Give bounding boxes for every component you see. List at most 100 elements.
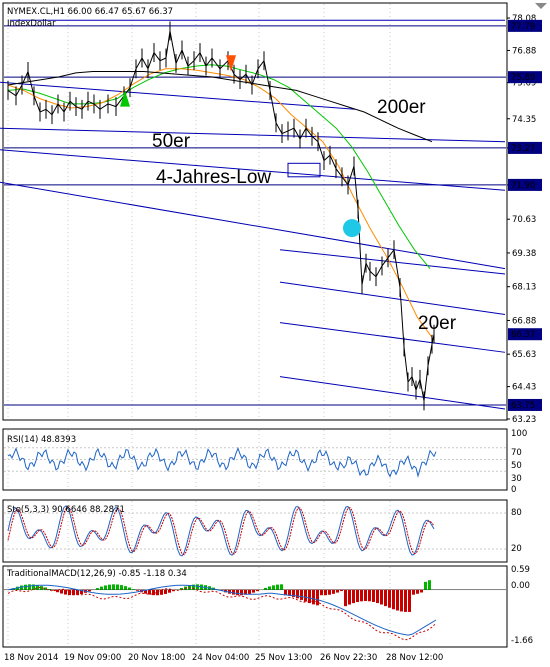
x-tick-label: 19 Nov 09:00 [64,653,121,663]
macd-histogram-bar [324,589,327,596]
macd-histogram-bar [384,589,387,607]
macd-histogram-bar [304,589,307,602]
y-tick-label: 69.38 [512,249,536,259]
macd-histogram-bar [152,589,155,596]
y-tick-label: 68.13 [512,283,536,293]
macd-histogram-bar [156,589,159,596]
macd-histogram-bar [364,589,367,602]
macd-histogram-bar [348,589,351,605]
y-tick-label: 63.23 [512,415,536,425]
price-tag-label: 66.37 [511,330,535,340]
macd-axis-zero: 0.00 [511,581,530,591]
macd-histogram-bar [396,589,399,611]
cross-marker-dot [343,219,361,238]
macd-histogram-bar [128,587,131,590]
macd-histogram-bar [132,589,135,590]
chart-menu-chevron-icon[interactable] [535,3,547,9]
price-line [7,30,435,401]
price-axis: 78.08 76.88 75.69 74.35 73.27 71.90 70.63 69.38… [507,14,542,425]
macd-histogram-bar [108,584,111,590]
macd-histogram-bar [104,585,107,590]
macd-histogram-bar [300,589,303,600]
macd-histogram-bar [252,589,255,593]
macd-histogram-bar [64,589,67,595]
price-tag-box [508,71,542,84]
annotation-200er: 200er [377,97,426,118]
x-tick-label: 24 Nov 04:00 [192,653,249,663]
price-plot [0,19,506,411]
macd-histogram-bar [392,589,395,610]
macd-histogram-bar [168,589,171,593]
stoch-d-line [7,506,435,556]
annotation-4-jahres-low: 4-Jahres-Low [156,167,271,188]
macd-histogram-bar [268,586,271,590]
rsi-label: RSI(14) 48.8393 [7,435,76,445]
buy-arrow-icon [120,90,130,107]
rsi-axis-70: 70 [511,448,522,458]
price-tag-box [508,328,542,341]
macd-histogram-bar [420,589,423,593]
price-tag-label: 71.90 [511,181,535,191]
x-tick-label: 25 Nov 13:00 [255,653,312,663]
price-tag-box [508,141,542,154]
macd-histogram-bar [328,589,331,595]
macd-axis-bottom: -1.66 [511,636,533,646]
macd-histogram-bar [28,584,31,590]
macd-histogram-bar [164,589,167,594]
rsi-panel-frame [2,428,508,491]
macd-histogram-bar [264,587,267,590]
macd-histogram-bar [404,589,407,612]
stoch-axis-80: 80 [511,508,522,518]
macd-histogram-bar [136,589,139,591]
macd-histogram-bar [240,589,243,596]
macd-label: TraditionalMACD(12,26,9) -0.85 -1.18 0.3… [6,569,187,579]
rsi-axis-0: 0 [511,485,516,495]
macd-histogram-bar [196,584,199,590]
price-tag-label: 63.75 [511,401,535,411]
macd-histogram-bar [180,587,183,590]
annotation-50er: 50er [152,131,191,152]
channel-line [279,249,506,275]
price-tag-label: 73.27 [511,144,535,154]
macd-histogram-bar [144,589,147,594]
macd-histogram-bar [388,589,391,608]
macd-histogram-bar [376,589,379,604]
y-tick-label: 75.69 [512,79,536,89]
chart-header: NYMEX.CL,H1 66.00 66.47 65.67 66.37 [7,7,173,17]
macd-histogram-bar [372,589,375,602]
price-tag-box [508,19,542,32]
y-tick-label: 76.88 [512,46,536,56]
macd-histogram-bar [292,589,295,597]
macd-histogram-bar [320,589,323,596]
channel-line [0,127,506,143]
rsi-axis-100: 100 [511,429,527,439]
channel-line [0,149,506,191]
ma-line-20er [7,64,431,269]
macd-histogram-bar [360,589,363,602]
macd-histogram-bar [232,589,235,595]
channel-line [0,181,506,270]
y-tick-label: 66.88 [512,316,536,326]
stoch-label: Sto(5,3,3) 90.6646 88.2871 [7,505,125,515]
macd-histogram-bar [316,589,319,606]
channel-line [279,322,506,353]
y-tick-label: 70.63 [512,215,536,225]
macd-histogram-bar [312,589,315,605]
price-tag-label: 77.79 [511,22,535,32]
macd-histogram-bar [344,589,347,607]
macd-histogram-bar [368,589,371,602]
macd-histogram-bar [416,589,419,594]
price-tag-label: 75.89 [511,73,535,83]
macd-histogram-bar [80,589,83,595]
macd-histogram-bar [280,584,283,590]
macd-histogram-bar [352,589,355,604]
macd-histogram-bar [272,585,275,590]
y-tick-label: 65.63 [512,350,536,360]
macd-histogram-bar [308,589,311,604]
macd-histogram-bar [412,589,415,595]
macd-axis-top: 0.59 [511,565,530,575]
indicator-plots [4,447,506,641]
macd-histogram-bar [44,587,47,590]
macd-histogram-bar [236,589,239,596]
macd-histogram-bar [112,584,115,590]
